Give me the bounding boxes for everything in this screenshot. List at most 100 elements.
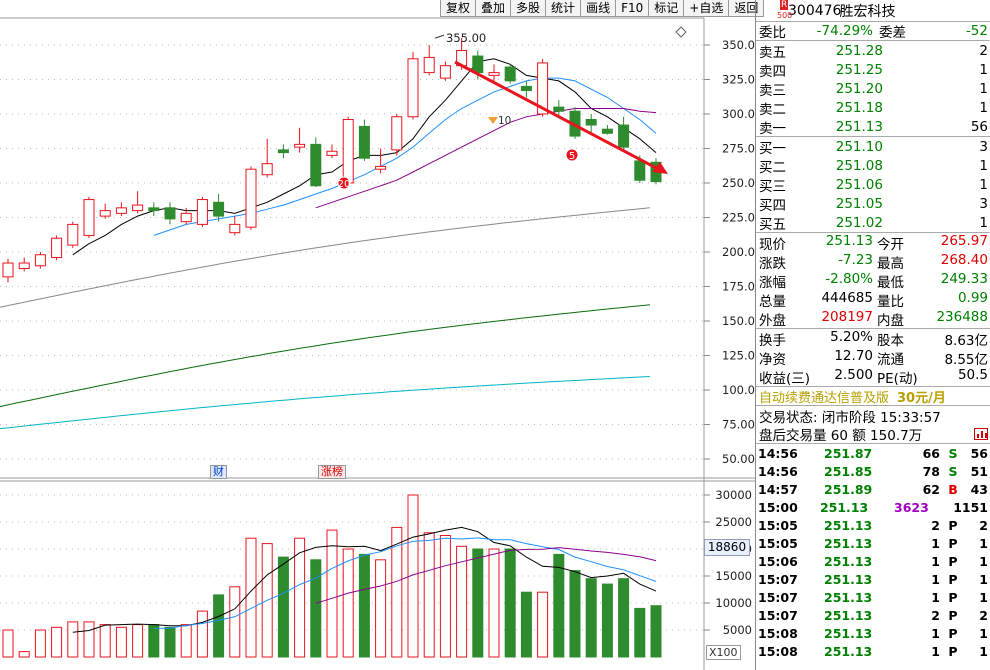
marker-10-label: 10	[498, 115, 511, 127]
kline-chart-area[interactable]: 350.00 325.00 300.00 275.00 250.00 225.00 200.…	[0, 0, 765, 670]
candle-body	[504, 66, 516, 82]
after-hours-row: 盘后交易量 60 额 150.7万	[756, 425, 990, 444]
tick-row[interactable]: 15:08 251.13 1 P 1	[756, 624, 990, 642]
buy-row[interactable]: 买三 251.06 1	[756, 175, 990, 195]
buy-volume: 1	[979, 157, 988, 174]
fundamental-l2: 股本	[877, 332, 904, 349]
toolbar-button-8[interactable]: 返回	[729, 0, 765, 17]
sell-row[interactable]: 卖一 251.13 56	[756, 117, 990, 137]
event-marker-label: 5	[569, 151, 575, 162]
buy-price: 251.05	[835, 195, 883, 212]
price-tick-label: 200.00	[722, 245, 755, 259]
bar-chart-icon[interactable]	[974, 428, 988, 440]
stat-v1: -7.23	[838, 251, 873, 268]
tick-row[interactable]: 15:05 251.13 1 P 1	[756, 534, 990, 552]
volume-bar	[520, 591, 532, 658]
ad-banner[interactable]: 自动续费通达信普及版 30元/月	[756, 387, 990, 406]
fundamental-l1: 换手	[759, 332, 786, 349]
tick-f: B	[948, 481, 958, 497]
sell-label: 卖二	[759, 101, 786, 118]
long-ma-line	[0, 376, 651, 430]
tick-t: 15:08	[758, 625, 798, 641]
volume-tick-label: 30000	[715, 488, 752, 502]
sell-label: 卖四	[759, 63, 786, 80]
stat-v2: 249.33	[940, 270, 988, 287]
tick-row[interactable]: 14:56 251.87 66 S 56	[756, 444, 990, 462]
finance-tag[interactable]: 财	[210, 465, 227, 479]
toolbar-button-0[interactable]: 复权	[441, 0, 477, 17]
candle-body	[132, 204, 144, 212]
buy-label: 买一	[759, 140, 786, 157]
volume-ma-line	[72, 526, 657, 633]
ad-price[interactable]: 30元/月	[897, 390, 946, 406]
tick-p: 251.13	[824, 535, 873, 551]
price-tick-label: 225.00	[722, 211, 755, 225]
candle-body	[342, 119, 354, 184]
tick-row[interactable]: 15:07 251.13 1 P 1	[756, 570, 990, 588]
sell-row[interactable]: 卖二 251.18 1	[756, 98, 990, 118]
toolbar-button-2[interactable]: 多股	[511, 0, 547, 17]
quote-stats: 现价 251.13 今开 265.97 涨跌 -7.23 最高 268.40 涨幅 -2.80% 最…	[756, 233, 990, 329]
tick-n: 1	[979, 625, 988, 641]
tick-f: P	[948, 553, 958, 569]
candle-body	[2, 262, 14, 278]
tick-row[interactable]: 15:05 251.13 2 P 2	[756, 516, 990, 534]
toolbar-button-1[interactable]: 叠加	[476, 0, 512, 17]
trade-status: 交易状态: 闭市阶段 15:33:57	[759, 409, 941, 426]
toolbar-button-3[interactable]: 统计	[546, 0, 582, 17]
buy-row[interactable]: 买二 251.08 1	[756, 156, 990, 176]
tick-row[interactable]: 15:07 251.13 2 P 2	[756, 606, 990, 624]
volume-bar	[472, 548, 484, 658]
weibi-row: 委比 -74.29% 委差 -52	[756, 22, 990, 41]
stat-l1: 现价	[759, 236, 786, 253]
buy-row[interactable]: 买一 251.10 3	[756, 137, 990, 157]
tick-v: 1	[931, 571, 940, 587]
volume-bar	[180, 624, 192, 658]
toolbar-button-7[interactable]: +自选	[684, 0, 730, 17]
tick-row[interactable]: 15:00 251.13 3623 1151	[756, 498, 990, 516]
volume-tick-label: 25000	[715, 515, 752, 529]
tick-p: 251.13	[824, 607, 873, 623]
sell-row[interactable]: 卖三 251.20 1	[756, 79, 990, 99]
candle-body	[34, 254, 46, 267]
sell-row[interactable]: 卖四 251.25 1	[756, 60, 990, 80]
sell-row[interactable]: 卖五 251.28 2	[756, 41, 990, 61]
buy-volume: 3	[979, 138, 988, 155]
toolbar-button-5[interactable]: F10	[616, 0, 650, 17]
limit-up-tag[interactable]: 涨榜	[318, 465, 346, 479]
volume-bar	[650, 605, 662, 658]
candle-body	[245, 168, 257, 228]
ma-line	[153, 77, 657, 236]
price-tick-label: 275.00	[722, 142, 755, 156]
tick-n: 1	[979, 643, 988, 659]
volume-bar	[18, 651, 30, 658]
tick-row[interactable]: 14:56 251.85 78 S 51	[756, 462, 990, 480]
stock-name: 胜宏科技	[839, 3, 896, 20]
volume-bar	[132, 624, 144, 658]
toolbar-button-6[interactable]: 标记	[649, 0, 685, 17]
kline-chart[interactable]: 350.00 325.00 300.00 275.00 250.00 225.00 200.…	[0, 0, 755, 670]
buy-row[interactable]: 买五 251.02 1	[756, 213, 990, 233]
tick-t: 15:06	[758, 553, 798, 569]
tick-list[interactable]: 14:56 251.87 66 S 56 14:56 251.85 78 S 51 14:57 251…	[756, 444, 990, 660]
tick-row[interactable]: 15:07 251.13 1 P 1	[756, 588, 990, 606]
tick-f: S	[948, 463, 958, 479]
buy-row[interactable]: 买四 251.05 3	[756, 194, 990, 214]
tick-row[interactable]: 14:57 251.89 62 B 43	[756, 480, 990, 498]
volume-bar	[213, 594, 225, 658]
tick-n: 51	[970, 463, 988, 479]
volume-bar	[115, 626, 127, 658]
volume-bar	[585, 578, 597, 658]
tick-row[interactable]: 15:06 251.13 1 P 1	[756, 552, 990, 570]
tick-v: 3623	[894, 499, 929, 515]
tick-t: 15:00	[758, 499, 798, 515]
fundamental-l2: PE(动)	[877, 370, 918, 387]
stat-l2: 最高	[877, 255, 904, 272]
tick-p: 251.13	[819, 499, 869, 515]
tick-row[interactable]: 15:08 251.13 1 P 1	[756, 642, 990, 660]
toolbar-button-4[interactable]: 画线	[581, 0, 617, 17]
tick-p: 251.13	[824, 589, 873, 605]
volume-bar	[439, 535, 451, 658]
ad-text[interactable]: 自动续费通达信普及版	[759, 390, 890, 406]
event-marker-icon	[337, 176, 351, 190]
